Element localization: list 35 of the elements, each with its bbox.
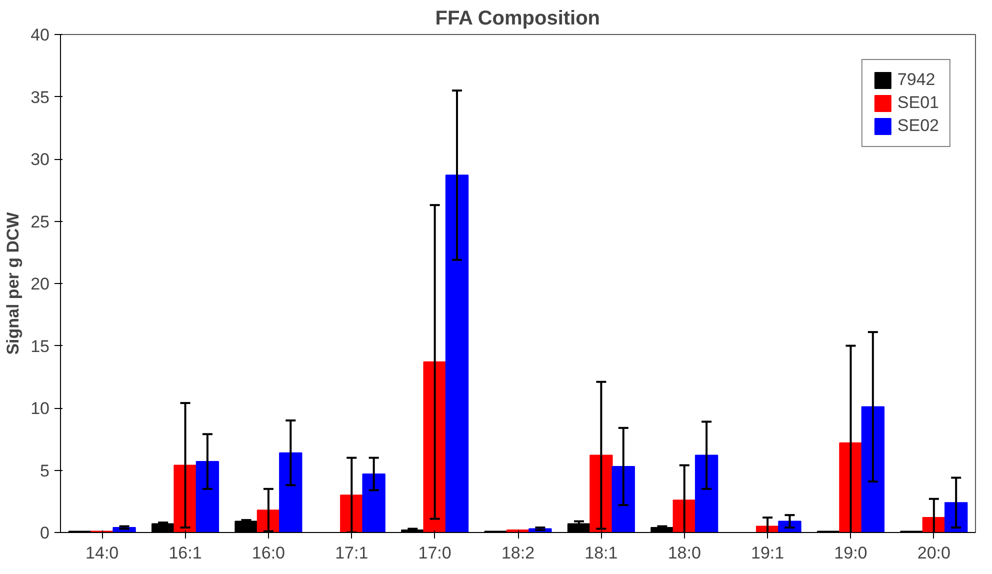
x-tick-label: 19:1: [751, 544, 784, 562]
bar: [590, 454, 613, 532]
y-tick-label: 20: [30, 274, 50, 294]
bar: [861, 406, 884, 532]
x-tick-label: 17:0: [418, 544, 452, 562]
y-tick-label: 5: [40, 461, 50, 480]
y-tick-label: 40: [30, 26, 50, 44]
x-tick-label: 14:0: [86, 544, 119, 562]
y-tick-label: 25: [30, 212, 50, 232]
bar: [196, 461, 220, 532]
x-tick-label: 19:0: [834, 544, 868, 562]
legend-label: 7942: [897, 70, 936, 90]
y-axis-title: Signal per g DCW: [4, 211, 23, 355]
x-tick-label: 20:0: [917, 544, 950, 562]
y-tick-label: 30: [30, 150, 50, 169]
legend-label: SE02: [897, 116, 939, 136]
bar: [612, 466, 635, 532]
bar: [362, 473, 386, 532]
x-tick-label: 18:0: [668, 544, 701, 562]
y-tick-label: 35: [30, 88, 50, 107]
y-tick-label: 15: [30, 336, 50, 356]
bar: [423, 361, 446, 532]
bar: [694, 454, 718, 532]
chart-title: FFA Composition: [435, 8, 600, 30]
x-tick-label: 18:1: [584, 544, 618, 562]
x-tick-label: 16:1: [168, 544, 202, 562]
x-tick-label: 17:1: [335, 544, 368, 562]
x-tick-label: 16:0: [252, 544, 286, 562]
bar: [279, 452, 302, 532]
x-tick-label: 18:2: [501, 544, 535, 562]
y-tick-label: 10: [30, 399, 50, 418]
bar: [174, 464, 197, 532]
legend-label: SE01: [897, 93, 939, 113]
bar: [445, 174, 469, 532]
y-tick-label: 0: [40, 524, 50, 542]
